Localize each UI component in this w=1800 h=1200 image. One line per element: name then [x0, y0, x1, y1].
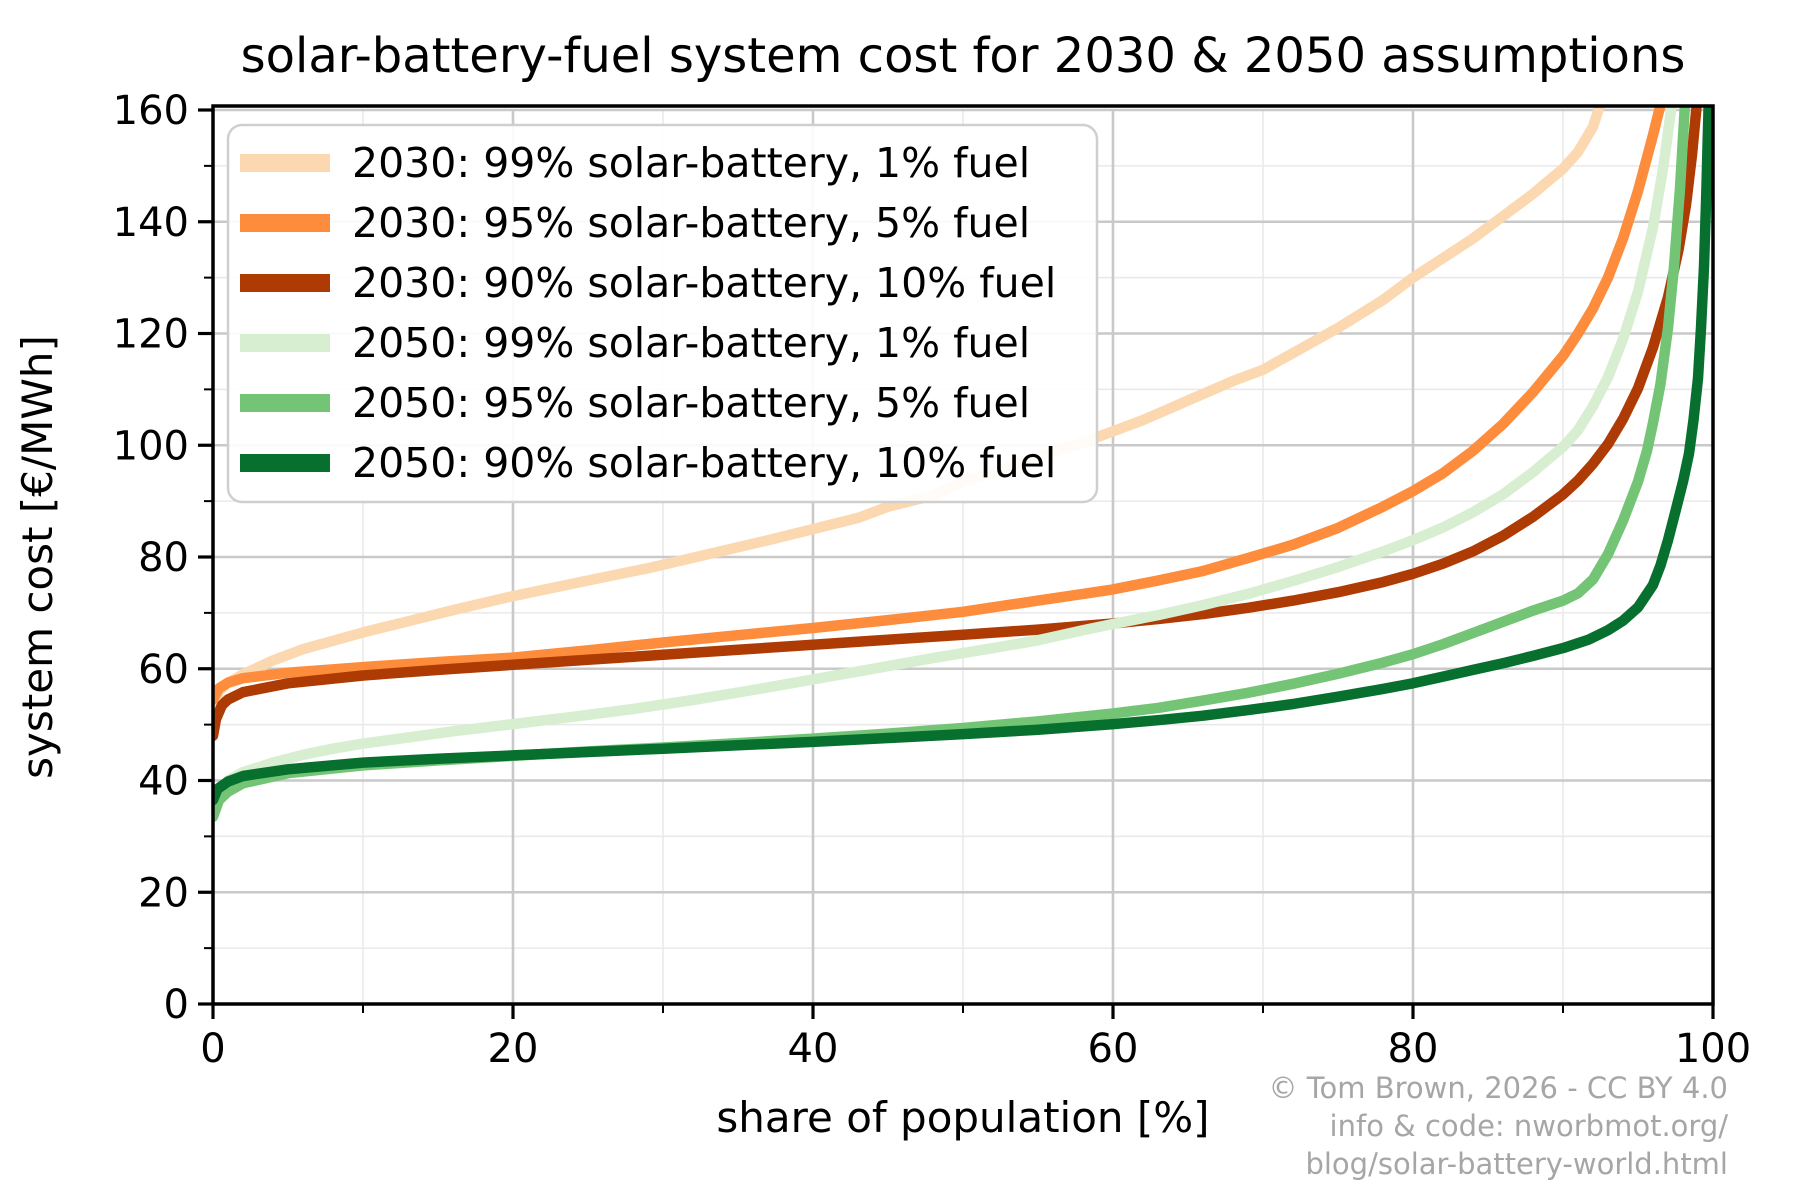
y-tick-label: 80 — [138, 535, 189, 581]
legend-swatch-4 — [240, 394, 330, 412]
tick-labels: 0 20 40 60 80 100 0 20 40 60 80 100 120 140 160 — [113, 88, 1752, 1072]
legend-swatch-1 — [240, 214, 330, 232]
attribution-line-2: info & code: nworbmot.org/ — [1330, 1109, 1729, 1143]
x-tick-label: 0 — [200, 1026, 225, 1072]
x-axis-label: share of population [%] — [716, 1093, 1209, 1142]
legend-swatch-0 — [240, 154, 330, 172]
legend-label-4: 2050: 95% solar-battery, 5% fuel — [352, 379, 1030, 427]
y-tick-label: 140 — [113, 200, 189, 246]
legend-label-3: 2050: 99% solar-battery, 1% fuel — [352, 319, 1030, 367]
y-tick-label: 120 — [113, 312, 189, 358]
axes — [198, 104, 1715, 1019]
x-tick-label: 20 — [488, 1026, 539, 1072]
y-tick-label: 20 — [138, 870, 189, 916]
curve-series-1 — [213, 106, 1666, 705]
legend: 2030: 99% solar-battery, 1% fuel 2030: 95… — [226, 123, 1099, 504]
y-tick-label: 100 — [113, 423, 189, 469]
x-tick-label: 100 — [1675, 1026, 1751, 1072]
legend-label-0: 2030: 99% solar-battery, 1% fuel — [352, 139, 1030, 187]
chart-title: solar-battery-fuel system cost for 2030 … — [241, 28, 1686, 84]
y-tick-label: 160 — [113, 88, 189, 134]
legend-label-1: 2030: 95% solar-battery, 5% fuel — [352, 199, 1030, 247]
attribution-line-1: © Tom Brown, 2026 - CC BY 4.0 — [1269, 1071, 1728, 1105]
legend-label-5: 2050: 90% solar-battery, 10% fuel — [352, 439, 1056, 487]
y-tick-label: 0 — [164, 982, 189, 1028]
curve-series-5 — [213, 106, 1713, 806]
attribution-line-3: blog/solar-battery-world.html — [1305, 1147, 1728, 1181]
x-tick-label: 80 — [1388, 1026, 1439, 1072]
y-tick-label: 40 — [138, 759, 189, 805]
curve-series-3 — [213, 106, 1677, 814]
y-axis-label: system cost [€/MWh] — [13, 335, 62, 779]
legend-box — [226, 123, 1099, 504]
legend-label-2: 2030: 90% solar-battery, 10% fuel — [352, 259, 1056, 307]
x-tick-label: 60 — [1088, 1026, 1139, 1072]
curve-series-2 — [213, 106, 1702, 742]
legend-swatch-5 — [240, 454, 330, 472]
y-tick-label: 60 — [138, 647, 189, 693]
legend-swatch-3 — [240, 334, 330, 352]
x-tick-label: 40 — [788, 1026, 839, 1072]
legend-swatch-2 — [240, 274, 330, 292]
